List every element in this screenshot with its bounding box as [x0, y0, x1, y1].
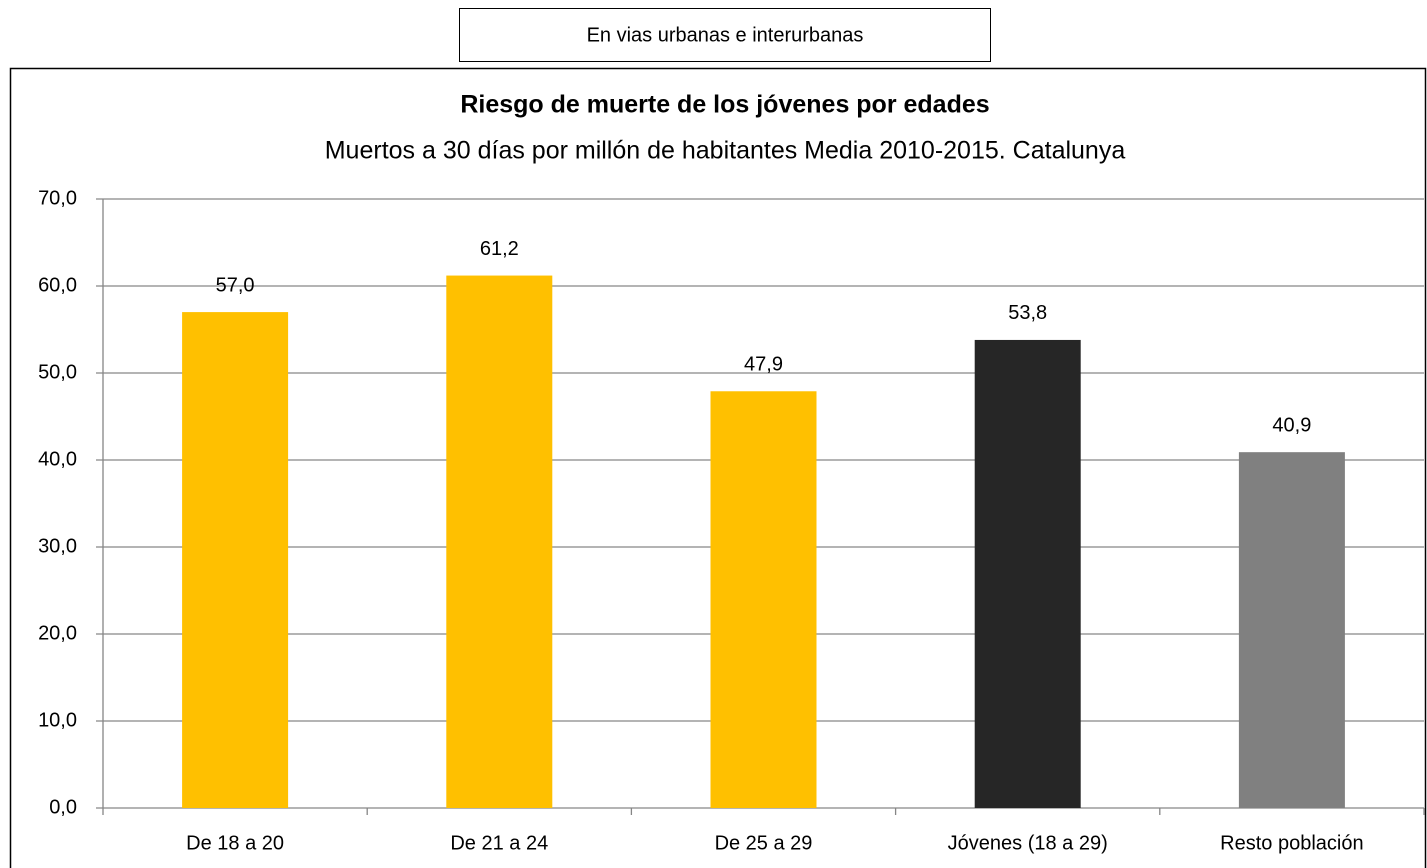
- chart-title: Riesgo de muerte de los jóvenes por edad…: [460, 91, 989, 119]
- bar: [1238, 452, 1345, 808]
- data-label: 61,2: [480, 238, 519, 260]
- bar: [446, 275, 553, 808]
- chart-subtitle: Muertos a 30 días por millón de habitant…: [325, 137, 1126, 165]
- y-tick-label: 10,0: [38, 709, 77, 731]
- data-label: 53,8: [1008, 302, 1047, 324]
- header-box: [459, 8, 991, 62]
- x-tick-label: De 21 a 24: [450, 832, 548, 854]
- data-label: 40,9: [1272, 414, 1311, 436]
- x-tick-label: De 25 a 29: [715, 832, 813, 854]
- x-tick-label: Resto población: [1220, 832, 1363, 854]
- y-tick-label: 50,0: [38, 361, 77, 383]
- header: En vias urbanas e interurbanas: [587, 24, 864, 46]
- x-tick-label: De 18 a 20: [186, 832, 284, 854]
- y-tick-label: 70,0: [38, 187, 77, 209]
- data-label: 47,9: [744, 354, 783, 376]
- bar: [182, 312, 289, 808]
- bar: [710, 391, 817, 808]
- bar: [974, 339, 1081, 808]
- y-tick-label: 20,0: [38, 622, 77, 644]
- data-label: 57,0: [216, 274, 255, 296]
- y-tick-label: 60,0: [38, 274, 77, 296]
- y-tick-label: 0,0: [49, 796, 77, 818]
- y-tick-label: 30,0: [38, 535, 77, 557]
- x-tick-label: Jóvenes (18 a 29): [948, 832, 1108, 854]
- y-tick-label: 40,0: [38, 448, 77, 470]
